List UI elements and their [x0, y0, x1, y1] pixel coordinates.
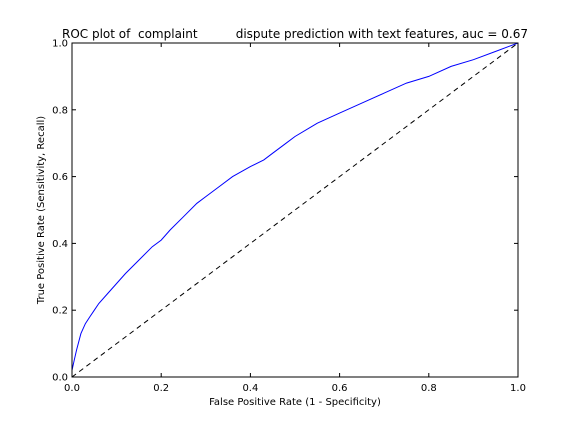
y-tick-label: 0.2	[52, 306, 68, 317]
plot-frame	[71, 42, 519, 378]
tick-layer: 0.0 0.2 0.4 0.6 0.8 1.0 0.0 0.2 0.4 0.6 0.8 1.0	[52, 39, 526, 395]
x-tick-label: 0.6	[332, 383, 348, 394]
series-layer	[71, 42, 519, 378]
y-axis-label: True Positive Rate (Sensitivity, Recall)	[36, 116, 47, 305]
x-tick-label: 0.8	[421, 383, 437, 394]
y-tick-label: 0.6	[52, 172, 68, 183]
y-tick-label: 1.0	[52, 39, 68, 50]
x-tick-label: 0.2	[153, 383, 169, 394]
chart-title: ROC plot of complaint dispute prediction…	[62, 27, 528, 41]
y-tick-label: 0.4	[52, 239, 68, 250]
y-tick-label: 0.8	[52, 105, 68, 116]
chance-diagonal-line	[71, 42, 519, 378]
x-axis-label: False Positive Rate (1 - Specificity)	[209, 397, 381, 408]
x-tick-label: 0.0	[64, 383, 80, 394]
x-tick-label: 0.4	[242, 383, 258, 394]
x-tick-label: 1.0	[510, 383, 526, 394]
y-tick-label: 0.0	[52, 373, 68, 384]
roc-curve-line	[71, 42, 519, 371]
